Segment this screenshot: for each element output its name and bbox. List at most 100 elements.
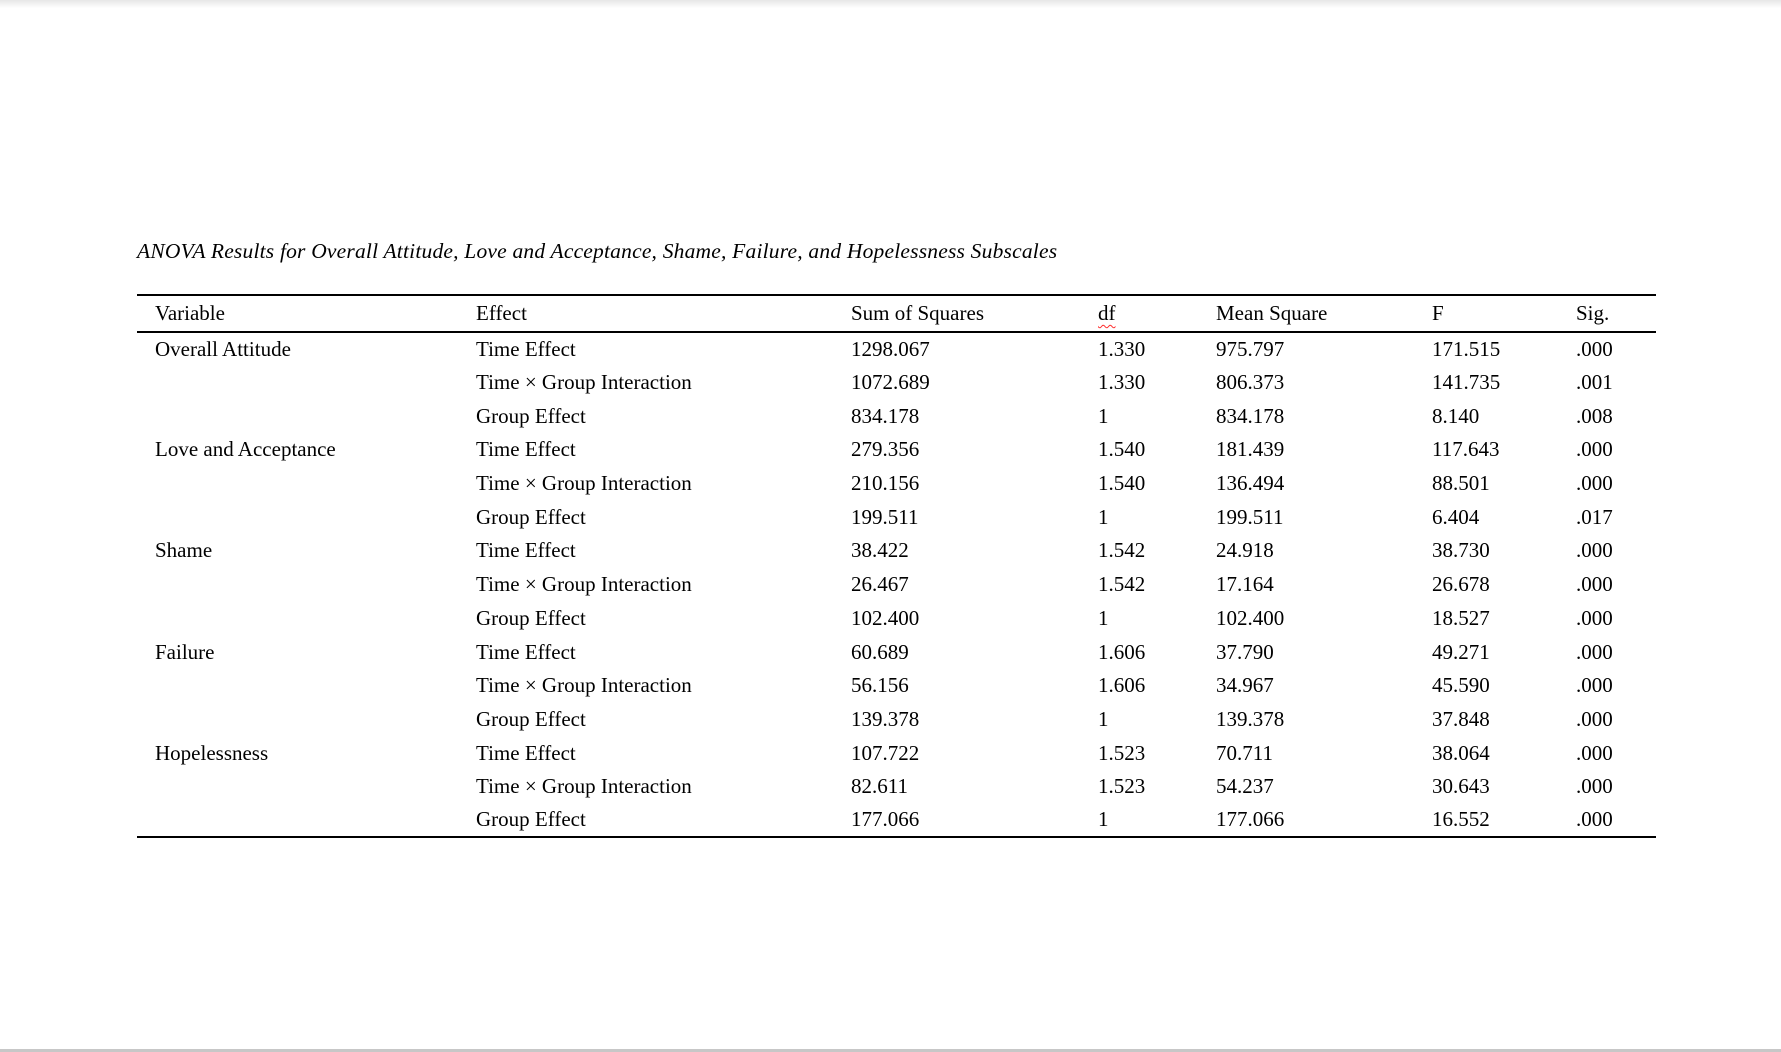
variable-cell [137,804,476,838]
effect-cell: Time Effect [476,336,576,361]
table-row: Group Effect 102.400 1 102.400 18.527 .0… [137,602,1656,636]
f-cell: 8.140 [1432,403,1480,428]
mean-square-cell: 136.494 [1216,471,1285,496]
f-cell: 49.271 [1432,639,1490,664]
df-cell: 1.330 [1098,336,1146,361]
sum-of-squares-cell: 279.356 [851,437,920,462]
spellcheck-underline: df [1098,301,1116,325]
table-row: Time × Group Interaction 1072.689 1.330 … [137,366,1656,400]
f-cell: 45.590 [1432,673,1490,698]
sum-of-squares-cell: 26.467 [851,572,909,597]
variable-cell [137,366,476,400]
f-cell: 117.643 [1432,437,1500,462]
effect-cell: Group Effect [476,403,586,428]
sum-of-squares-cell: 102.400 [851,605,920,630]
mean-square-cell: 54.237 [1216,774,1274,799]
f-cell: 88.501 [1432,471,1490,496]
mean-square-cell: 181.439 [1216,437,1285,462]
mean-square-cell: 139.378 [1216,706,1285,731]
variable-cell: Overall Attitude [155,336,291,361]
variable-cell [137,500,476,534]
df-cell: 1.540 [1098,437,1146,462]
df-cell: 1.606 [1098,639,1146,664]
effect-cell: Time × Group Interaction [476,572,692,597]
table-body: Overall Attitude Time Effect 1298.067 1.… [137,332,1656,837]
sig-cell: .008 [1576,403,1613,428]
df-cell: 1 [1098,504,1109,529]
effect-cell: Time Effect [476,437,576,462]
col-header-sig: Sig. [1576,295,1656,333]
sig-cell: .000 [1576,605,1613,630]
mean-square-cell: 24.918 [1216,538,1274,563]
variable-cell: Hopelessness [155,740,269,765]
sig-cell: .000 [1576,336,1613,361]
window-top-edge [0,0,1781,8]
df-cell: 1 [1098,403,1109,428]
mean-square-cell: 102.400 [1216,605,1285,630]
sum-of-squares-cell: 139.378 [851,706,920,731]
variable-cell [137,399,476,433]
df-cell: 1 [1098,807,1109,832]
mean-square-cell: 70.711 [1216,740,1273,765]
effect-cell: Time × Group Interaction [476,673,692,698]
effect-cell: Group Effect [476,807,586,832]
variable-cell [137,568,476,602]
sig-cell: .000 [1576,572,1613,597]
variable-cell: Love and Acceptance [155,437,336,462]
variable-cell [137,467,476,501]
sum-of-squares-cell: 1298.067 [851,336,930,361]
table-row: Time × Group Interaction 26.467 1.542 17… [137,568,1656,602]
f-cell: 37.848 [1432,706,1490,731]
f-cell: 16.552 [1432,807,1490,832]
f-cell: 141.735 [1432,370,1501,395]
f-cell: 6.404 [1432,504,1480,529]
sum-of-squares-cell: 60.689 [851,639,909,664]
table-row: Group Effect 834.178 1 834.178 8.140 .00… [137,399,1656,433]
f-cell: 26.678 [1432,572,1490,597]
sum-of-squares-cell: 56.156 [851,673,909,698]
f-cell: 18.527 [1432,605,1490,630]
effect-cell: Time Effect [476,538,576,563]
sig-cell: .000 [1576,538,1613,563]
df-cell: 1.523 [1098,774,1146,799]
df-cell: 1.542 [1098,538,1146,563]
window-bottom-edge [0,1049,1781,1052]
df-cell: 1.606 [1098,673,1146,698]
sig-cell: .000 [1576,437,1613,462]
col-header-f: F [1432,295,1576,333]
sig-cell: .000 [1576,706,1613,731]
table-row: Time × Group Interaction 210.156 1.540 1… [137,467,1656,501]
sum-of-squares-cell: 38.422 [851,538,909,563]
f-cell: 38.064 [1432,740,1490,765]
anova-table: Variable Effect Sum of Squares df Mean S… [137,294,1656,839]
df-cell: 1 [1098,706,1109,731]
col-header-df: df [1098,295,1216,333]
df-cell: 1.330 [1098,370,1146,395]
sig-cell: .000 [1576,471,1613,496]
sum-of-squares-cell: 199.511 [851,504,919,529]
sig-cell: .000 [1576,774,1613,799]
mean-square-cell: 834.178 [1216,403,1285,428]
mean-square-cell: 17.164 [1216,572,1274,597]
sig-cell: .000 [1576,740,1613,765]
df-cell: 1.540 [1098,471,1146,496]
mean-square-cell: 199.511 [1216,504,1284,529]
sig-cell: .001 [1576,370,1613,395]
mean-square-cell: 806.373 [1216,370,1285,395]
sum-of-squares-cell: 107.722 [851,740,920,765]
table-header: Variable Effect Sum of Squares df Mean S… [137,295,1656,333]
mean-square-cell: 34.967 [1216,673,1274,698]
col-header-variable: Variable [137,295,476,333]
table-row: Group Effect 199.511 1 199.511 6.404 .01… [137,500,1656,534]
header-row: Variable Effect Sum of Squares df Mean S… [137,295,1656,333]
df-cell: 1.523 [1098,740,1146,765]
mean-square-cell: 37.790 [1216,639,1274,664]
sum-of-squares-cell: 834.178 [851,403,920,428]
f-cell: 171.515 [1432,336,1501,361]
sig-cell: .017 [1576,504,1613,529]
effect-cell: Time Effect [476,740,576,765]
col-header-mean-square: Mean Square [1216,295,1432,333]
table-row: Overall Attitude Time Effect 1298.067 1.… [137,332,1656,366]
mean-square-cell: 177.066 [1216,807,1285,832]
